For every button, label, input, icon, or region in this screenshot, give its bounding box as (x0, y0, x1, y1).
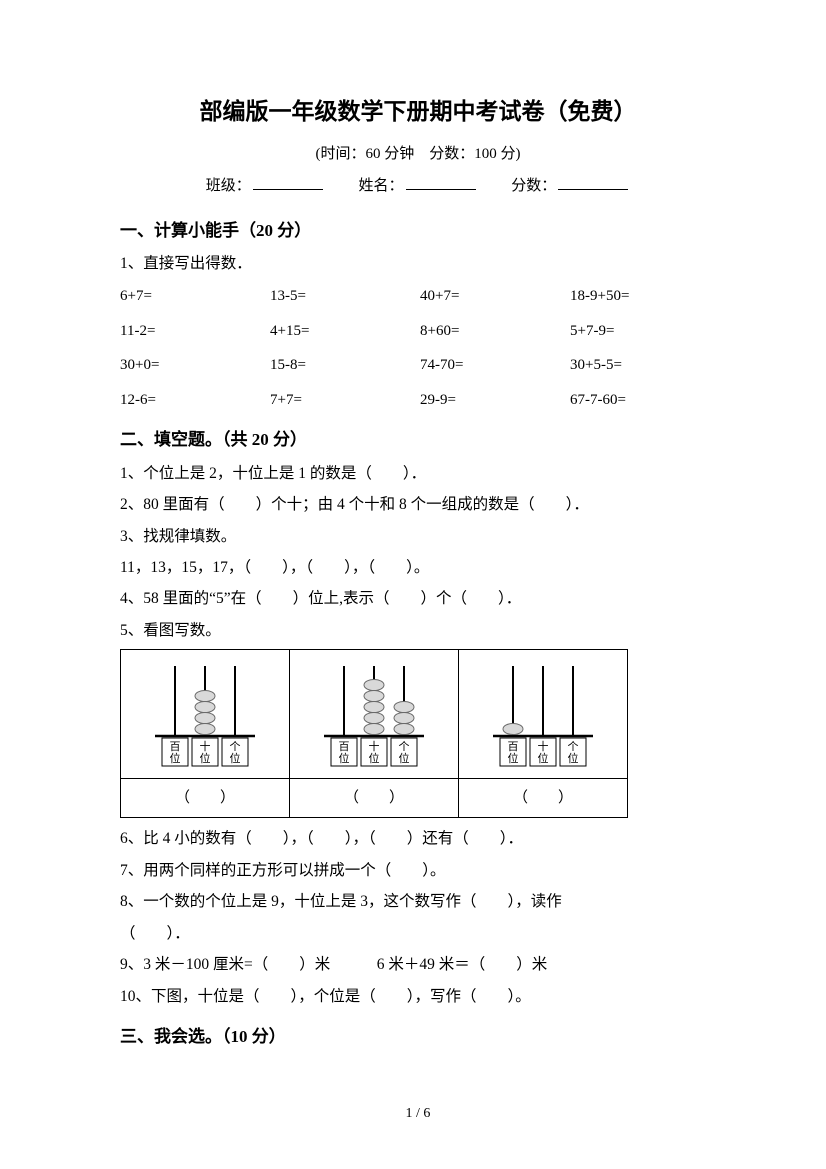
svg-text:位: 位 (538, 751, 549, 765)
s2-q3a: 3、找规律填数。 (120, 522, 716, 551)
svg-text:位: 位 (339, 751, 350, 765)
calc-cell: 67-7-60= (570, 386, 720, 415)
name-label: 姓名： (358, 178, 403, 194)
page-title: 部编版一年级数学下册期中考试卷（免费） (120, 90, 716, 134)
svg-text:位: 位 (170, 751, 181, 765)
abacus-cell-0: 百位十位个位 (121, 650, 290, 779)
s2-q6: 6、比 4 小的数有（ ），（ ），（ ）还有（ ）． (120, 824, 716, 853)
svg-text:位: 位 (508, 751, 519, 765)
calc-cell: 5+7-9= (570, 317, 720, 346)
page-number: 1 / 6 (120, 1101, 716, 1128)
meta-line: 班级： 姓名： 分数： (120, 172, 716, 201)
abacus-answer-2[interactable]: （ ） (459, 779, 628, 818)
subtitle: (时间：60 分钟 分数：100 分) (120, 140, 716, 169)
s2-q2: 2、80 里面有（ ）个十；由 4 个十和 8 个一组成的数是（ ）． (120, 490, 716, 519)
s2-q8a: 8、一个数的个位上是 9，十位上是 3，这个数写作（ ），读作 (120, 887, 716, 916)
svg-text:位: 位 (399, 751, 410, 765)
s2-q10: 10、下图，十位是（ ），个位是（ ），写作（ ）。 (120, 982, 716, 1011)
section1-heading: 一、计算小能手（20 分） (120, 215, 716, 247)
calc-cell: 4+15= (270, 317, 420, 346)
svg-text:个: 个 (568, 740, 579, 753)
svg-text:百: 百 (170, 741, 181, 753)
calc-cell: 40+7= (420, 282, 570, 311)
s2-q8b: （ ）． (120, 919, 716, 948)
name-blank[interactable] (406, 174, 476, 190)
svg-text:十: 十 (538, 739, 549, 753)
svg-text:十: 十 (200, 739, 211, 753)
class-blank[interactable] (253, 174, 323, 190)
calc-cell: 74-70= (420, 351, 570, 380)
svg-text:位: 位 (230, 751, 241, 765)
score-label: 分数： (511, 178, 556, 194)
abacus-cell-1: 百位十位个位 (290, 650, 459, 779)
calc-cell: 30+0= (120, 351, 270, 380)
calc-cell: 13-5= (270, 282, 420, 311)
abacus-answer-1[interactable]: （ ） (290, 779, 459, 818)
section3-heading: 三、我会选。（10 分） (120, 1021, 716, 1053)
s2-q5a: 5、看图写数。 (120, 616, 716, 645)
score-blank[interactable] (558, 174, 628, 190)
s2-q9: 9、3 米－100 厘米=（ ）米 6 米＋49 米＝（ ）米 (120, 950, 716, 979)
calc-cell: 18-9+50= (570, 282, 720, 311)
abacus-cell-2: 百位十位个位 (459, 650, 628, 779)
calc-cell: 8+60= (420, 317, 570, 346)
svg-text:位: 位 (200, 751, 211, 765)
svg-text:个: 个 (399, 740, 410, 753)
svg-text:个: 个 (230, 740, 241, 753)
s2-q4: 4、58 里面的“5”在（ ）位上,表示（ ）个（ ）． (120, 584, 716, 613)
class-label: 班级： (206, 178, 251, 194)
s2-q3b: 11，13，15，17，（ ），（ ），（ ）。 (120, 553, 716, 582)
calc-cell: 15-8= (270, 351, 420, 380)
svg-text:十: 十 (369, 739, 380, 753)
abacus-answer-0[interactable]: （ ） (121, 779, 290, 818)
abacus-table: 百位十位个位 百位十位个位 百位十位个位 （ ） （ ） （ ） (120, 649, 628, 818)
calc-cell: 30+5-5= (570, 351, 720, 380)
calc-cell: 11-2= (120, 317, 270, 346)
s2-q1: 1、个位上是 2，十位上是 1 的数是（ ）． (120, 459, 716, 488)
svg-text:百: 百 (508, 741, 519, 753)
svg-text:百: 百 (339, 741, 350, 753)
calc-grid: 6+7= 13-5= 40+7= 18-9+50= 11-2= 4+15= 8+… (120, 282, 716, 414)
s2-q7: 7、用两个同样的正方形可以拼成一个（ ）。 (120, 856, 716, 885)
calc-cell: 12-6= (120, 386, 270, 415)
calc-cell: 29-9= (420, 386, 570, 415)
svg-text:位: 位 (568, 751, 579, 765)
s1-q1-label: 1、直接写出得数． (120, 249, 716, 278)
calc-cell: 6+7= (120, 282, 270, 311)
calc-cell: 7+7= (270, 386, 420, 415)
svg-text:位: 位 (369, 751, 380, 765)
section2-heading: 二、填空题。（共 20 分） (120, 424, 716, 456)
